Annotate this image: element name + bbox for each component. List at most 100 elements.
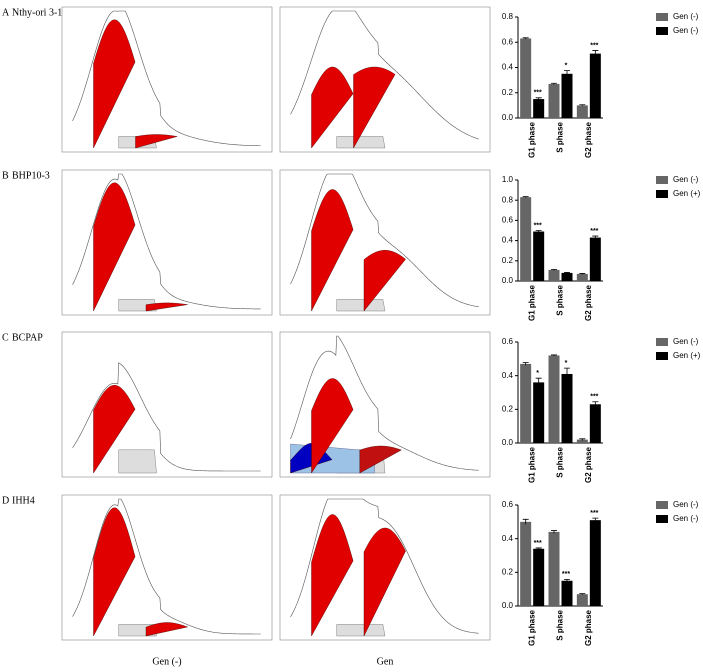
significance: ***: [562, 571, 570, 578]
error-bar: [551, 268, 557, 271]
bar: [520, 363, 532, 443]
histogram-peak: [93, 19, 136, 149]
bar: [548, 83, 560, 118]
bar: [548, 355, 560, 443]
legend-swatch: [656, 338, 668, 346]
bar: [520, 38, 532, 118]
error-bar: [535, 97, 542, 101]
x-tick-label: G2 phase: [584, 446, 593, 483]
error-bar: [564, 70, 570, 77]
panel-label: A: [2, 7, 10, 18]
legend-swatch: [656, 515, 668, 523]
panel-title: BHP10-3: [12, 170, 50, 181]
x-tick-label: G2 phase: [584, 284, 593, 321]
histogram-outline: [290, 498, 479, 634]
bar: [576, 273, 588, 281]
histogram-peak: [363, 250, 406, 312]
error-bar: [535, 377, 542, 387]
y-tick-label: 0.0: [502, 276, 514, 285]
x-tick-label: S phase: [556, 446, 565, 477]
legend-swatch: [656, 13, 668, 21]
y-tick-label: 0.2: [502, 567, 514, 576]
y-tick-label: 0.6: [502, 37, 514, 46]
legend-label: Gen (+): [673, 351, 701, 360]
error-bar: [551, 530, 557, 534]
bar: [589, 520, 601, 606]
significance: ***: [590, 394, 598, 401]
x-label: Gen (-): [152, 656, 181, 667]
legend-label: Gen (-): [673, 175, 699, 184]
histogram-peak: [311, 378, 354, 474]
bar: [533, 231, 545, 281]
y-tick-label: 0.4: [502, 236, 514, 245]
significance: ***: [534, 222, 542, 229]
bar: [548, 531, 560, 606]
y-tick-label: 0.0: [502, 438, 514, 447]
histogram-peak: [93, 507, 136, 637]
panel-label: C: [2, 332, 9, 343]
significance: *: [536, 370, 539, 377]
histogram-shoulder: [118, 449, 157, 474]
legend-label: Gen (-): [673, 337, 699, 346]
legend-label: Gen (-): [673, 26, 699, 35]
panel-label: B: [2, 170, 9, 181]
significance: ***: [590, 228, 598, 235]
error-bar: [535, 547, 542, 550]
legend-label: Gen (-): [673, 12, 699, 21]
error-bar: [592, 50, 599, 57]
panel-title: Nthy-ori 3-1: [12, 7, 62, 18]
legend-swatch: [656, 176, 668, 184]
legend-label: Gen (-): [673, 500, 699, 509]
histogram-outline: [72, 10, 261, 147]
x-label: Gen: [377, 656, 394, 667]
error-bar: [592, 517, 599, 523]
panel-label: D: [2, 495, 9, 506]
error-bar: [579, 104, 586, 107]
x-tick-label: G2 phase: [584, 609, 593, 646]
error-bar: [535, 230, 542, 233]
histogram-outline: [290, 10, 479, 140]
histogram-peak: [353, 66, 396, 149]
y-tick-label: 0.4: [502, 534, 514, 543]
histogram-peak: [311, 66, 354, 149]
y-tick-label: 0.0: [502, 601, 514, 610]
error-bar: [522, 362, 529, 366]
significance: ***: [590, 42, 598, 49]
bar: [589, 53, 601, 118]
histogram-peak: [311, 514, 354, 637]
y-tick-label: 0.2: [502, 256, 514, 265]
y-tick-label: 0.8: [502, 12, 514, 21]
y-tick-label: 0.2: [502, 404, 514, 413]
histogram-shoulder: [336, 299, 386, 312]
bar: [533, 99, 545, 118]
x-tick-label: G1 phase: [527, 609, 536, 646]
histogram-peak: [311, 189, 354, 312]
significance: ***: [534, 540, 542, 547]
significance: *: [565, 360, 568, 367]
y-tick-label: 1.0: [502, 175, 514, 184]
error-bar: [579, 273, 586, 275]
y-tick-label: 0.0: [502, 113, 514, 122]
histogram-peak: [359, 445, 402, 474]
error-bar: [522, 37, 529, 40]
y-tick-label: 0.4: [502, 371, 514, 380]
histogram-shoulder: [336, 624, 386, 637]
bar: [520, 521, 532, 606]
x-tick-label: G1 phase: [527, 284, 536, 321]
legend-swatch: [656, 501, 668, 509]
x-tick-label: S phase: [556, 284, 565, 315]
histogram-outline: [72, 498, 261, 635]
bar: [561, 73, 573, 118]
histogram-peak: [363, 527, 406, 637]
y-tick-label: 0.6: [502, 500, 514, 509]
x-tick-label: S phase: [556, 121, 565, 152]
y-tick-label: 0.8: [502, 195, 514, 204]
histogram-peak: [145, 302, 188, 312]
histogram-shoulder: [336, 136, 386, 149]
y-tick-label: 0.4: [502, 63, 514, 72]
error-bar: [551, 82, 557, 85]
histogram-outline: [290, 173, 479, 308]
error-bar: [579, 593, 586, 595]
histogram-outline: [72, 173, 261, 310]
error-bar: [551, 354, 557, 356]
